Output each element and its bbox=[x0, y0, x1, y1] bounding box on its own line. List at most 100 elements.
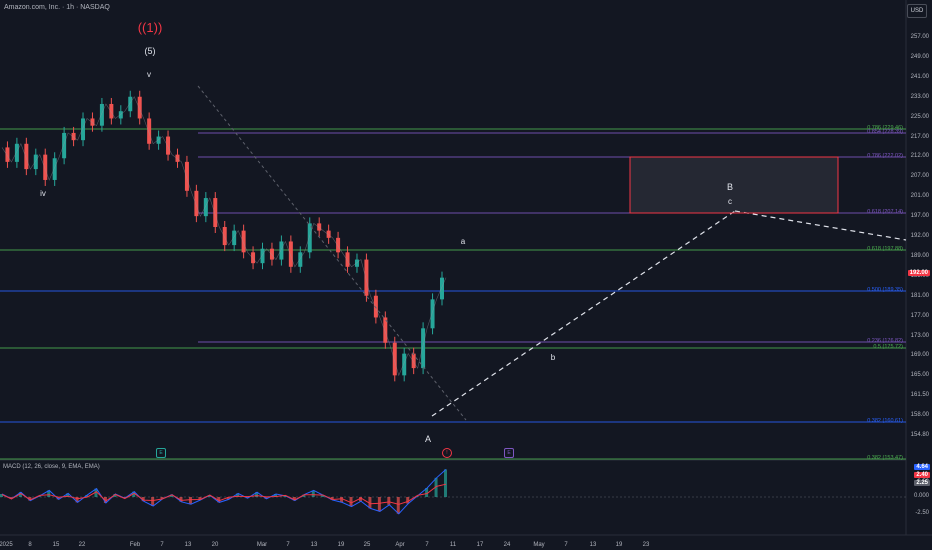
macd-histogram-bar bbox=[292, 497, 296, 501]
wave-label-A: A bbox=[424, 434, 432, 444]
date-label: 7 bbox=[160, 542, 164, 548]
symbol-title[interactable]: Amazon.com, Inc. · 1h · NASDAQ bbox=[4, 4, 110, 11]
candle-body bbox=[147, 118, 152, 144]
candle-body bbox=[373, 295, 378, 318]
price-label: 181.00 bbox=[910, 292, 929, 299]
macd-histogram-bar bbox=[217, 497, 221, 503]
macd-tag: 2.25 bbox=[914, 480, 930, 486]
candle-body bbox=[430, 299, 435, 329]
fib-label: 0.500 (189.35) bbox=[867, 287, 903, 293]
candle-body bbox=[156, 136, 161, 144]
macd-histogram-bar bbox=[170, 494, 174, 497]
date-label: 8 bbox=[28, 542, 32, 548]
candle-body bbox=[279, 241, 284, 260]
price-label: 154.80 bbox=[910, 432, 929, 438]
candle-body bbox=[232, 230, 237, 246]
candle-body bbox=[402, 353, 407, 376]
wave-label-v: v bbox=[147, 70, 151, 79]
date-label: 7 bbox=[564, 542, 568, 548]
candle-body bbox=[251, 252, 256, 264]
projection-up bbox=[431, 210, 736, 417]
date-label: 23 bbox=[642, 542, 650, 548]
earnings-icon[interactable]: E bbox=[156, 448, 166, 458]
date-label: 11 bbox=[449, 542, 457, 548]
date-label: 20 bbox=[211, 542, 219, 548]
candle-body bbox=[354, 259, 359, 267]
fib-label: 0.854 (228.39) bbox=[867, 129, 903, 135]
candle-body bbox=[71, 132, 76, 141]
macd-histogram-bar bbox=[368, 497, 372, 509]
wave-label-iv: iv bbox=[40, 189, 46, 198]
macd-histogram-bar bbox=[321, 495, 325, 497]
macd-axis-label: 0.000 bbox=[913, 493, 929, 499]
fib-label: 0.618 (197.88) bbox=[867, 246, 903, 252]
candle-body bbox=[203, 198, 208, 217]
date-label: 19 bbox=[615, 542, 623, 548]
date-label: Feb bbox=[129, 542, 141, 548]
macd-histogram-bar bbox=[396, 497, 400, 514]
candle-body bbox=[326, 230, 331, 238]
candle-body bbox=[440, 277, 444, 300]
candle-body bbox=[24, 143, 29, 170]
macd-histogram-bar bbox=[302, 494, 306, 497]
macd-line bbox=[1, 469, 447, 515]
fib-label: 0.5 (175.72) bbox=[873, 344, 903, 350]
date-label: Apr bbox=[395, 542, 405, 548]
macd-histogram-bar bbox=[9, 497, 13, 499]
price-label: 197.00 bbox=[910, 213, 929, 220]
macd-tag: 2.40 bbox=[914, 472, 930, 478]
macd-histogram-bar bbox=[311, 490, 315, 497]
alert-icon[interactable]: ! bbox=[442, 448, 452, 458]
candle-body bbox=[213, 198, 218, 227]
currency-button[interactable]: USD bbox=[907, 4, 927, 18]
macd-histogram-bar bbox=[330, 497, 334, 500]
macd-histogram-bar bbox=[75, 497, 79, 503]
macd-histogram-bar bbox=[207, 495, 211, 497]
candle-body bbox=[298, 252, 303, 267]
candle-body bbox=[421, 328, 426, 369]
price-label: 249.00 bbox=[910, 53, 929, 60]
date-label: 2025 bbox=[0, 542, 13, 548]
macd-histogram-bar bbox=[387, 497, 391, 505]
candle-body bbox=[392, 342, 397, 376]
date-label: 25 bbox=[363, 542, 371, 548]
wave-label-a: a bbox=[460, 237, 466, 246]
wave-label-b: b bbox=[550, 353, 556, 362]
target-box bbox=[629, 156, 839, 214]
macd-histogram-bar bbox=[141, 497, 145, 502]
price-label: 257.00 bbox=[910, 34, 929, 40]
event-icon[interactable]: E bbox=[504, 448, 514, 458]
macd-histogram-bar bbox=[349, 497, 353, 507]
macd-histogram-bar bbox=[66, 493, 70, 497]
fib-label: 0.382 (153.47) bbox=[867, 455, 903, 461]
fib-label: 0.786 (229.46) bbox=[867, 125, 903, 131]
macd-histogram-bar bbox=[18, 492, 22, 497]
macd-histogram-bar bbox=[28, 497, 32, 501]
candle-body bbox=[52, 158, 57, 180]
candle-body bbox=[175, 154, 180, 162]
date-label: 13 bbox=[589, 542, 597, 548]
macd-histogram-bar bbox=[283, 495, 287, 497]
macd-histogram-bar bbox=[273, 494, 277, 497]
wave-label-five: (5) bbox=[144, 46, 156, 56]
candle-body bbox=[166, 136, 171, 155]
macd-histogram-bar bbox=[377, 497, 381, 512]
date-label: 13 bbox=[184, 542, 192, 548]
macd-histogram-bar bbox=[179, 497, 183, 502]
candle-body bbox=[336, 237, 341, 253]
macd-histogram-bar bbox=[406, 497, 410, 504]
macd-histogram-bar bbox=[255, 492, 259, 497]
macd-label[interactable]: MACD (12, 26, close, 9, EMA, EMA) bbox=[3, 464, 100, 470]
candle-body bbox=[317, 223, 322, 231]
price-label: 192.00 bbox=[910, 233, 929, 239]
candle-body bbox=[90, 118, 95, 126]
candle-body bbox=[194, 190, 199, 217]
macd-histogram-bar bbox=[0, 494, 3, 497]
date-label: 7 bbox=[286, 542, 290, 548]
wave-label-c: c bbox=[728, 197, 732, 206]
date-label: May bbox=[533, 542, 545, 548]
price-label: 233.00 bbox=[910, 93, 929, 100]
candle-body bbox=[137, 96, 142, 119]
candle-body bbox=[241, 230, 246, 253]
